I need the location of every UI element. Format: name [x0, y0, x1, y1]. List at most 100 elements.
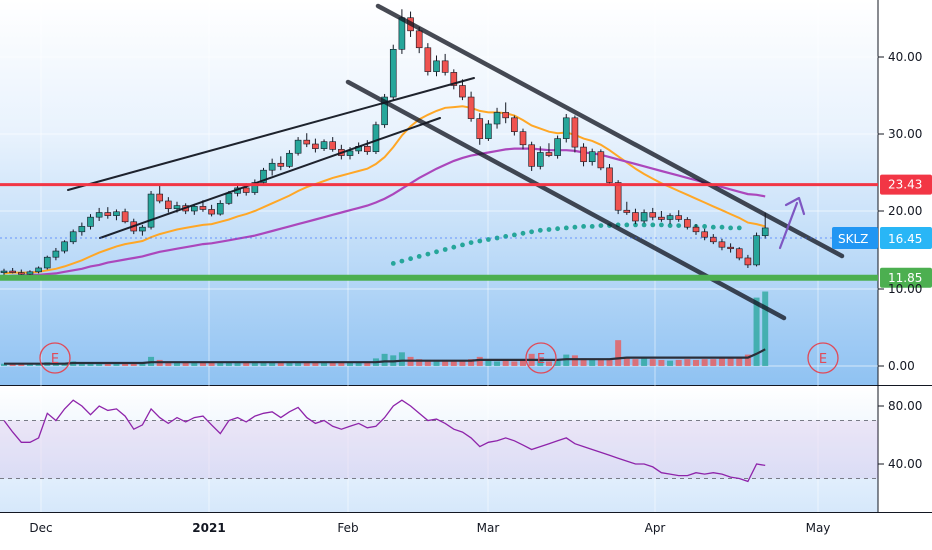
volume-bar — [286, 361, 293, 366]
indicator-dot — [710, 224, 716, 230]
candle-body — [467, 96, 475, 119]
candle — [208, 204, 215, 217]
candle — [372, 121, 380, 155]
price-tick-label: 20.00 — [888, 204, 922, 218]
indicator-dot — [494, 235, 500, 241]
candle — [329, 137, 337, 152]
volume-bar — [502, 360, 509, 366]
candle — [649, 207, 657, 221]
volume-bar — [693, 359, 699, 366]
time-tick-label: May — [806, 521, 831, 535]
candle-body — [346, 150, 354, 156]
indicator-dot — [468, 240, 474, 246]
candle — [139, 224, 146, 236]
volume-bar — [381, 353, 388, 366]
earnings-marker[interactable]: E — [807, 342, 839, 374]
ticker-badge[interactable]: SKLZ — [832, 227, 878, 249]
last-price-badge — [880, 227, 932, 249]
candle-body — [0, 270, 8, 273]
volume-bar — [321, 362, 328, 366]
time-tick-label: 2021 — [192, 521, 225, 535]
indicator-dot — [399, 258, 405, 264]
candle-body — [415, 30, 423, 49]
candle — [87, 214, 94, 230]
volume-bar — [511, 361, 518, 366]
volume-bar — [277, 362, 284, 366]
trendline-ascending-lower[interactable] — [99, 117, 441, 239]
volume-bar — [191, 362, 198, 366]
price-tick-label: 30.00 — [888, 127, 922, 141]
candle — [121, 208, 129, 224]
indicator-dot — [442, 247, 448, 252]
indicator-dot — [537, 227, 543, 233]
candle — [718, 238, 726, 251]
indicator-dot — [451, 244, 457, 250]
candle — [35, 266, 42, 274]
level-price-label: 23.43 — [888, 178, 922, 192]
candle-body — [718, 241, 726, 248]
volume-bar — [364, 362, 371, 366]
candle-body — [113, 211, 120, 216]
candle-body — [95, 212, 103, 218]
price-tick-label: 10.00 — [888, 282, 922, 296]
volume-bar — [736, 356, 743, 366]
earnings-marker[interactable]: E — [39, 342, 71, 374]
indicator-dot — [555, 226, 560, 232]
candle — [268, 158, 276, 176]
indicator-dot — [650, 222, 656, 228]
earnings-marker[interactable]: E — [525, 342, 557, 374]
candle-body — [173, 205, 181, 209]
candle-body — [17, 272, 25, 275]
candle — [459, 79, 466, 101]
projection-arrow[interactable] — [778, 196, 806, 250]
candle — [562, 113, 570, 143]
candle-body — [156, 193, 163, 202]
indicator-dot — [460, 242, 465, 248]
candle — [113, 209, 120, 221]
candle-body — [69, 231, 77, 243]
trendline-ascending-upper[interactable] — [67, 77, 475, 191]
volume-bar — [303, 362, 310, 366]
indicator-dot — [477, 238, 483, 244]
candle — [216, 200, 224, 216]
volume-bar — [165, 361, 172, 366]
ema-slow-line — [3, 147, 766, 278]
volume-bar — [398, 352, 405, 366]
time-tick-label: Mar — [477, 521, 500, 535]
indicator-dot — [581, 224, 586, 229]
volume-bar — [35, 363, 42, 366]
indicator-dot — [702, 224, 707, 229]
volume-bar — [554, 360, 561, 366]
candle — [476, 113, 484, 145]
candle-body — [701, 231, 708, 238]
candle-body — [554, 138, 561, 156]
candle-body — [363, 146, 371, 153]
candle — [519, 128, 527, 150]
volume-bar — [347, 362, 353, 366]
candle — [389, 44, 397, 101]
candle — [511, 115, 518, 136]
indicator-dot — [598, 223, 604, 229]
candle-body — [692, 226, 700, 233]
candle-body — [9, 270, 16, 273]
candle — [684, 217, 691, 230]
channel-descending-upper[interactable] — [375, 3, 845, 259]
volume-bar — [9, 364, 16, 366]
volume-bar — [182, 362, 189, 366]
volume-bar — [710, 359, 717, 366]
volume-bar — [199, 362, 206, 366]
earnings-marker-label: E — [819, 352, 827, 367]
volume-bar — [589, 359, 596, 366]
volume-bar — [442, 360, 449, 366]
candle-body — [753, 235, 760, 266]
candle-body — [675, 215, 683, 220]
candle-body — [744, 257, 752, 266]
candle-body — [761, 227, 769, 236]
candle-body — [61, 241, 68, 252]
candle — [528, 141, 535, 171]
candle — [147, 190, 155, 230]
volume-bar — [225, 362, 232, 366]
candle-body — [242, 187, 250, 193]
